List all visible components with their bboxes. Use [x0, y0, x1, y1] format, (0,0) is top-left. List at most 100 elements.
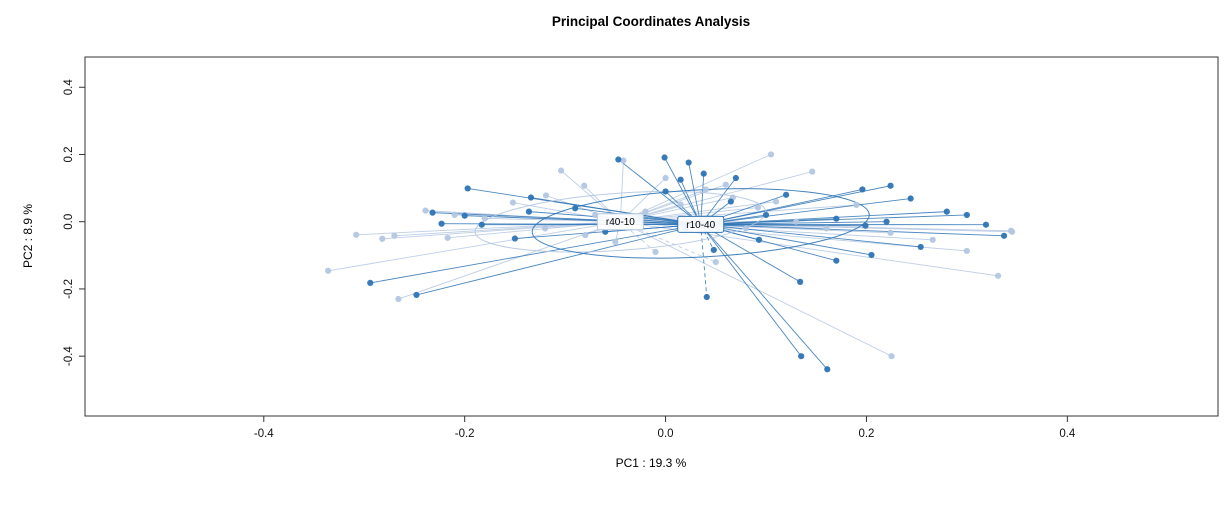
data-point: [887, 183, 893, 189]
data-point: [543, 192, 549, 198]
data-point: [526, 209, 532, 215]
data-point: [325, 268, 331, 274]
data-point: [615, 156, 621, 162]
data-point: [482, 215, 488, 221]
data-point: [887, 230, 893, 236]
data-point: [883, 219, 889, 225]
data-point: [438, 221, 444, 227]
data-point: [868, 252, 874, 258]
data-point: [367, 280, 373, 286]
data-point: [512, 235, 518, 241]
data-point: [662, 188, 668, 194]
data-point: [558, 168, 564, 174]
data-point: [983, 222, 989, 228]
data-point: [703, 186, 709, 192]
group-label: r40-10: [606, 217, 635, 228]
data-point: [824, 366, 830, 372]
x-tick-label: 0.2: [858, 428, 874, 440]
x-tick-label: 0.0: [658, 428, 674, 440]
x-tick-label: -0.4: [254, 428, 274, 440]
data-point: [678, 177, 684, 183]
data-point: [768, 151, 774, 157]
x-tick-label: -0.2: [455, 428, 475, 440]
data-point: [833, 258, 839, 264]
spider-line: [701, 224, 828, 369]
data-point: [642, 209, 648, 215]
y-tick-label: 0.2: [63, 146, 75, 162]
data-point: [944, 209, 950, 215]
data-point: [704, 294, 710, 300]
data-point: [413, 292, 419, 298]
data-point: [581, 183, 587, 189]
data-point: [1001, 233, 1007, 239]
data-point: [798, 353, 804, 359]
spider-line: [701, 224, 801, 356]
chart-title: Principal Coordinates Analysis: [552, 14, 750, 29]
data-point: [797, 279, 803, 285]
data-point: [429, 210, 435, 216]
data-point: [1009, 229, 1015, 235]
data-point: [859, 186, 865, 192]
data-point: [711, 247, 717, 253]
data-point: [743, 225, 749, 231]
data-point: [713, 259, 719, 265]
data-point: [773, 198, 779, 204]
data-point: [930, 237, 936, 243]
data-point: [833, 216, 839, 222]
y-axis-label: PC2 : 8.9 %: [21, 204, 35, 268]
data-point: [686, 159, 692, 165]
data-point: [908, 195, 914, 201]
data-point: [422, 208, 428, 214]
plot-area: -0.4 -0.2 0.0 0.2 0.4 -0.4 -0.2 0.0 0.2 0.4 r40-10…: [63, 57, 1218, 440]
data-point: [763, 212, 769, 218]
data-point: [479, 222, 485, 228]
y-tick-label: 0.4: [63, 79, 75, 96]
y-tick-label: -0.2: [63, 279, 75, 299]
data-point: [661, 154, 667, 160]
data-point: [462, 213, 468, 219]
data-point: [452, 212, 458, 218]
data-point: [445, 235, 451, 241]
data-point: [862, 223, 868, 229]
data-point: [888, 353, 894, 359]
data-point: [391, 233, 397, 239]
data-point: [528, 194, 534, 200]
data-point: [379, 236, 385, 242]
data-point: [542, 225, 548, 231]
data-point: [652, 249, 658, 255]
y-tick-label: 0.0: [63, 214, 75, 230]
data-point: [510, 199, 516, 205]
data-point: [823, 225, 829, 231]
data-point: [612, 239, 618, 245]
y-tick-label: -0.4: [63, 346, 75, 366]
x-tick-label: 0.4: [1059, 428, 1076, 440]
data-point: [918, 244, 924, 250]
data-point: [995, 273, 1001, 279]
data-point: [662, 175, 668, 181]
data-point: [465, 185, 471, 191]
data-point: [755, 204, 761, 210]
data-point: [756, 237, 762, 243]
group-label: r10-40: [686, 220, 715, 231]
data-point: [678, 201, 684, 207]
spider-line: [370, 224, 700, 282]
data-point: [395, 296, 401, 302]
data-point: [353, 232, 359, 238]
data-point: [793, 219, 799, 225]
data-point: [964, 212, 970, 218]
data-point: [853, 202, 859, 208]
data-point: [783, 192, 789, 198]
data-point: [809, 169, 815, 175]
data-point: [728, 198, 734, 204]
data-point: [582, 232, 588, 238]
data-point: [964, 248, 970, 254]
data-point: [733, 175, 739, 181]
spider-line: [620, 222, 891, 356]
data-point: [723, 182, 729, 188]
spider-line: [701, 224, 707, 297]
data-point: [572, 205, 578, 211]
x-axis-label: PC1 : 19.3 %: [616, 456, 687, 470]
data-point: [701, 171, 707, 177]
